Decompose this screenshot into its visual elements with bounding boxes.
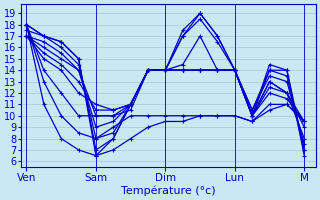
- X-axis label: Température (°c): Température (°c): [121, 185, 216, 196]
